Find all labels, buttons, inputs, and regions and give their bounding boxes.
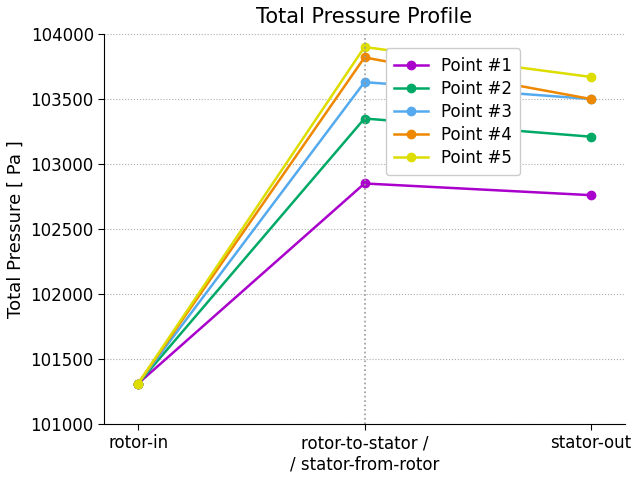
- Point #1: [361, 180, 369, 186]
- Line: Point #5: Point #5: [134, 43, 595, 388]
- Point #1: [134, 381, 142, 386]
- Line: Point #4: Point #4: [134, 53, 595, 388]
- Point #5: [134, 381, 142, 386]
- Point #5: [361, 44, 369, 50]
- Line: Point #2: Point #2: [134, 114, 595, 388]
- Point #3: [134, 381, 142, 386]
- Point #3: [361, 79, 369, 85]
- Title: Total Pressure Profile: Total Pressure Profile: [257, 7, 472, 27]
- Point #2: [361, 116, 369, 121]
- Line: Point #3: Point #3: [134, 78, 595, 388]
- Point #5: [587, 74, 595, 80]
- Legend: Point #1, Point #2, Point #3, Point #4, Point #5: Point #1, Point #2, Point #3, Point #4, …: [386, 48, 520, 175]
- Point #3: [587, 96, 595, 102]
- Y-axis label: Total Pressure [ Pa ]: Total Pressure [ Pa ]: [7, 140, 25, 318]
- Point #2: [587, 134, 595, 140]
- Point #1: [587, 192, 595, 198]
- Point #4: [587, 96, 595, 102]
- Point #2: [134, 381, 142, 386]
- Line: Point #1: Point #1: [134, 180, 595, 388]
- Point #4: [361, 55, 369, 60]
- Point #4: [134, 381, 142, 386]
